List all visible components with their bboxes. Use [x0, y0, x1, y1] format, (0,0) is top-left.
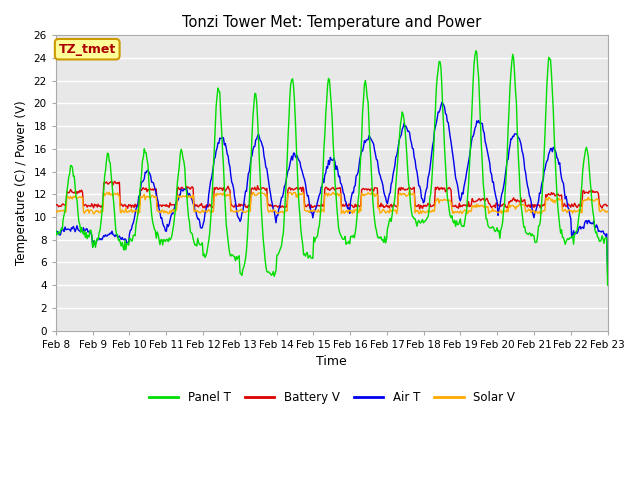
- Legend: Panel T, Battery V, Air T, Solar V: Panel T, Battery V, Air T, Solar V: [144, 387, 520, 409]
- Y-axis label: Temperature (C) / Power (V): Temperature (C) / Power (V): [15, 101, 28, 265]
- X-axis label: Time: Time: [316, 355, 347, 368]
- Title: Tonzi Tower Met: Temperature and Power: Tonzi Tower Met: Temperature and Power: [182, 15, 481, 30]
- Text: TZ_tmet: TZ_tmet: [59, 43, 116, 56]
